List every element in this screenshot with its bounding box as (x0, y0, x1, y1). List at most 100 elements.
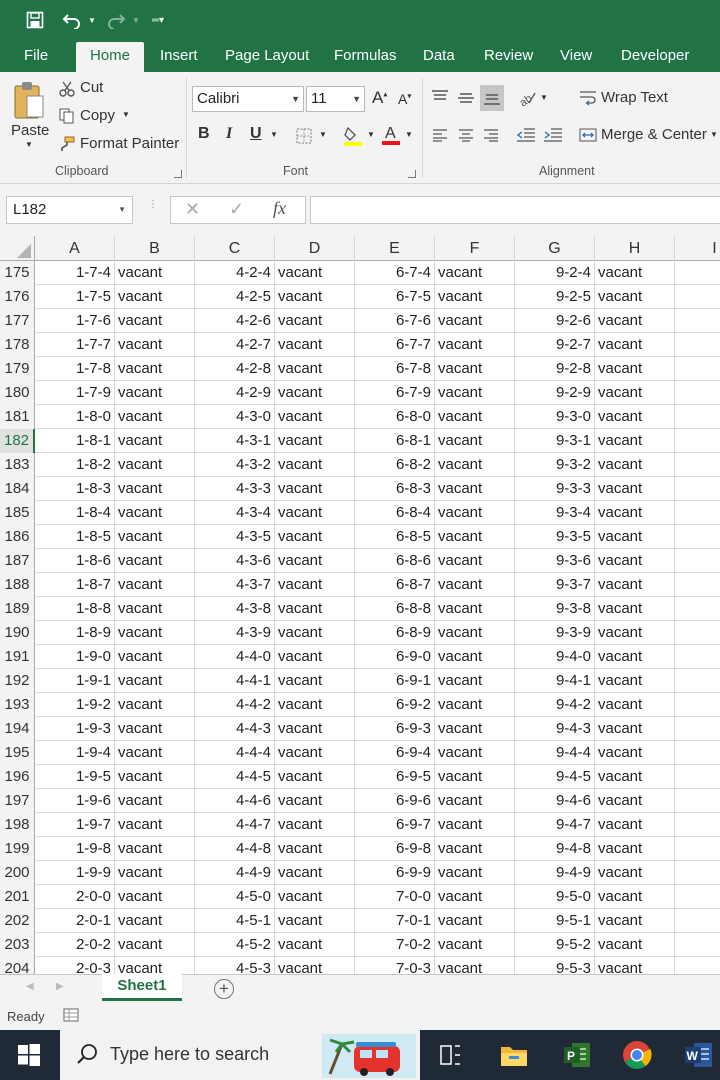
format-painter-button[interactable]: Format Painter (80, 135, 180, 152)
row-header[interactable]: 202 (0, 909, 35, 933)
cell-a[interactable]: 1-8-6 (35, 549, 115, 573)
scroll-left-icon[interactable]: ◀ (26, 981, 34, 992)
column-header-b[interactable]: B (115, 236, 195, 261)
cell-f[interactable]: vacant (435, 669, 515, 693)
cell-c[interactable]: 4-3-9 (195, 621, 275, 645)
copy-button[interactable]: Copy (80, 107, 116, 124)
cell-d[interactable]: vacant (275, 573, 355, 597)
cell-f[interactable]: vacant (435, 549, 515, 573)
font-color-icon[interactable]: A (380, 122, 402, 148)
cell-b[interactable]: vacant (115, 789, 195, 813)
cell-c[interactable]: 4-4-1 (195, 669, 275, 693)
cell-i[interactable] (675, 861, 720, 885)
cell-f[interactable]: vacant (435, 717, 515, 741)
align-bottom-icon[interactable] (480, 85, 504, 111)
cell-c[interactable]: 4-3-8 (195, 597, 275, 621)
tab-page-layout[interactable]: Page Layout (225, 47, 310, 64)
cell-f[interactable]: vacant (435, 261, 515, 285)
row-header[interactable]: 200 (0, 861, 35, 885)
tab-insert[interactable]: Insert (160, 47, 198, 64)
cell-g[interactable]: 9-3-1 (515, 429, 595, 453)
cell-d[interactable]: vacant (275, 861, 355, 885)
select-all-button[interactable] (0, 236, 35, 261)
borders-dropdown-icon[interactable]: ▼ (319, 130, 327, 139)
cell-a[interactable]: 2-0-3 (35, 957, 115, 974)
cell-c[interactable]: 4-3-4 (195, 501, 275, 525)
cell-h[interactable]: vacant (595, 861, 675, 885)
cell-i[interactable] (675, 405, 720, 429)
decrease-font-icon[interactable]: A▾ (398, 91, 412, 107)
align-left-icon[interactable] (429, 124, 451, 146)
decrease-indent-icon[interactable] (514, 124, 538, 146)
cell-a[interactable]: 1-7-9 (35, 381, 115, 405)
cell-c[interactable]: 4-2-4 (195, 261, 275, 285)
cell-a[interactable]: 1-9-4 (35, 741, 115, 765)
cell-f[interactable]: vacant (435, 645, 515, 669)
cell-a[interactable]: 1-9-2 (35, 693, 115, 717)
cell-d[interactable]: vacant (275, 405, 355, 429)
cell-h[interactable]: vacant (595, 285, 675, 309)
cell-g[interactable]: 9-3-0 (515, 405, 595, 429)
cell-i[interactable] (675, 477, 720, 501)
cell-e[interactable]: 6-8-4 (355, 501, 435, 525)
cell-e[interactable]: 6-9-5 (355, 765, 435, 789)
row-header[interactable]: 181 (0, 405, 35, 429)
align-top-icon[interactable] (429, 86, 451, 108)
search-highlight-icon[interactable] (322, 1034, 416, 1080)
cell-i[interactable] (675, 453, 720, 477)
cell-h[interactable]: vacant (595, 597, 675, 621)
font-launcher-icon[interactable] (408, 170, 416, 178)
cell-d[interactable]: vacant (275, 501, 355, 525)
cell-c[interactable]: 4-5-3 (195, 957, 275, 974)
row-header[interactable]: 194 (0, 717, 35, 741)
cell-c[interactable]: 4-2-9 (195, 381, 275, 405)
cell-b[interactable]: vacant (115, 621, 195, 645)
cell-c[interactable]: 4-5-1 (195, 909, 275, 933)
cell-f[interactable]: vacant (435, 453, 515, 477)
cell-e[interactable]: 6-8-3 (355, 477, 435, 501)
cell-d[interactable]: vacant (275, 285, 355, 309)
undo-icon[interactable] (60, 6, 84, 34)
cell-e[interactable]: 7-0-3 (355, 957, 435, 974)
font-size-dropdown-icon[interactable]: ▼ (352, 94, 361, 104)
macro-record-icon[interactable] (63, 1007, 79, 1026)
cell-a[interactable]: 1-9-8 (35, 837, 115, 861)
cell-a[interactable]: 1-8-4 (35, 501, 115, 525)
name-box-dropdown-icon[interactable]: ▼ (118, 205, 126, 214)
orientation-dropdown-icon[interactable]: ▼ (540, 93, 548, 102)
cell-b[interactable]: vacant (115, 597, 195, 621)
cell-f[interactable]: vacant (435, 405, 515, 429)
cell-h[interactable]: vacant (595, 837, 675, 861)
cell-a[interactable]: 1-8-7 (35, 573, 115, 597)
tab-view[interactable]: View (560, 47, 593, 64)
cell-i[interactable] (675, 669, 720, 693)
cell-g[interactable]: 9-4-4 (515, 741, 595, 765)
tab-file[interactable]: File (24, 47, 49, 64)
formula-input[interactable] (310, 196, 720, 224)
cell-e[interactable]: 6-9-3 (355, 717, 435, 741)
cell-d[interactable]: vacant (275, 453, 355, 477)
italic-button[interactable]: I (226, 125, 233, 142)
cell-g[interactable]: 9-5-1 (515, 909, 595, 933)
cell-g[interactable]: 9-5-3 (515, 957, 595, 974)
cell-c[interactable]: 4-4-7 (195, 813, 275, 837)
column-header-i[interactable]: I (675, 236, 720, 261)
cell-b[interactable]: vacant (115, 741, 195, 765)
cell-h[interactable]: vacant (595, 501, 675, 525)
cell-f[interactable]: vacant (435, 813, 515, 837)
cell-f[interactable]: vacant (435, 525, 515, 549)
copy-dropdown-icon[interactable]: ▼ (122, 110, 130, 119)
cell-g[interactable]: 9-3-6 (515, 549, 595, 573)
cell-b[interactable]: vacant (115, 309, 195, 333)
row-header[interactable]: 182 (0, 429, 35, 453)
cell-f[interactable]: vacant (435, 309, 515, 333)
cell-i[interactable] (675, 765, 720, 789)
cell-h[interactable]: vacant (595, 453, 675, 477)
cell-e[interactable]: 6-9-7 (355, 813, 435, 837)
cell-e[interactable]: 6-7-8 (355, 357, 435, 381)
cancel-icon[interactable]: ✕ (185, 199, 201, 219)
cell-c[interactable]: 4-4-4 (195, 741, 275, 765)
cell-i[interactable] (675, 573, 720, 597)
cell-c[interactable]: 4-4-6 (195, 789, 275, 813)
font-name-combo[interactable]: Calibri ▼ (192, 86, 304, 112)
